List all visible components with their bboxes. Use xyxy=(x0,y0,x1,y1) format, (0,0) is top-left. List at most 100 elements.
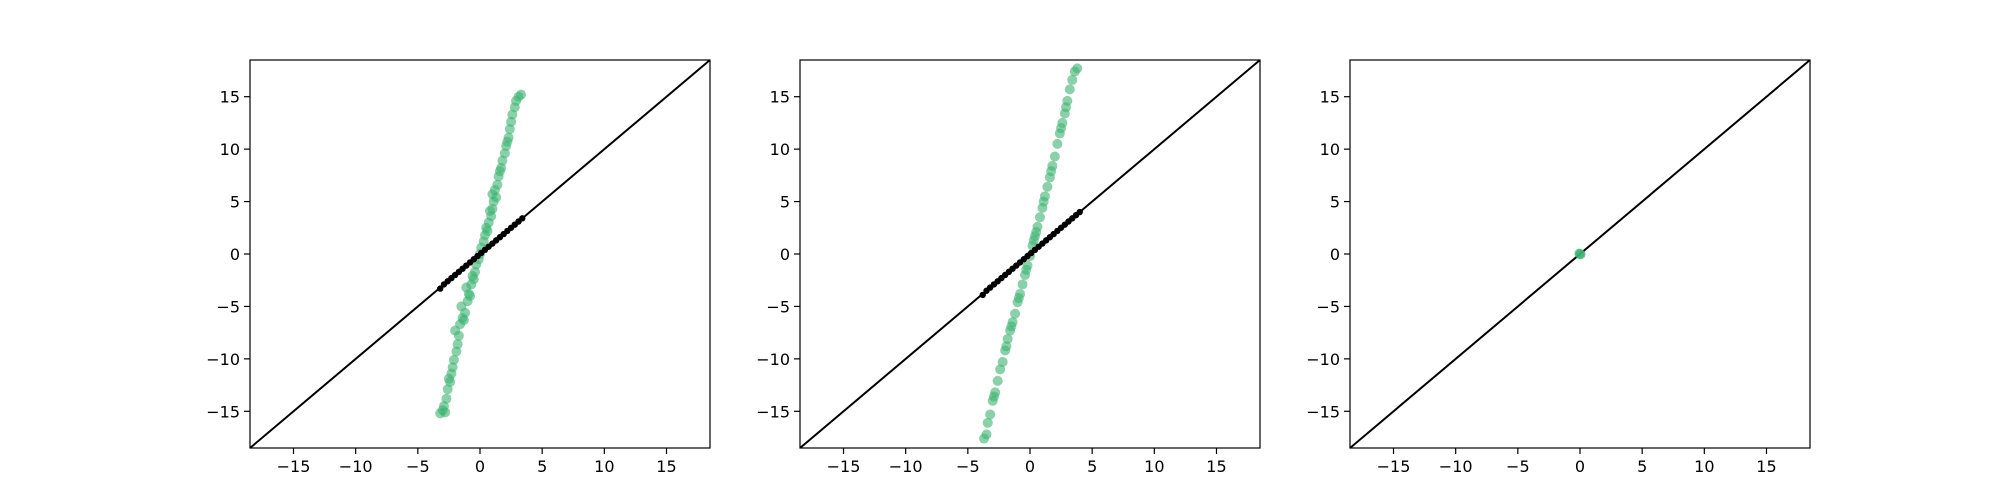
chart-panel-2: −15 −10 −5 0 5 10 15 −15 −10 −5 0 5 10 15 xyxy=(756,59,1261,476)
x-tick-label: −10 xyxy=(889,457,923,476)
x-tick-label: 10 xyxy=(1694,457,1714,476)
x-tick-label: −10 xyxy=(1439,457,1473,476)
data-point xyxy=(988,391,999,402)
data-point xyxy=(979,291,986,299)
data-point xyxy=(992,375,1003,386)
data-point xyxy=(1034,212,1045,223)
x-tick-label: 0 xyxy=(1575,457,1585,476)
data-point xyxy=(516,89,527,100)
data-point xyxy=(1028,235,1039,246)
data-point xyxy=(452,339,463,350)
data-point xyxy=(519,215,526,222)
series-1 xyxy=(435,89,527,419)
data-point xyxy=(491,192,502,203)
data-point xyxy=(997,357,1008,368)
y-tick-label: −10 xyxy=(756,350,790,369)
x-tick-label: −5 xyxy=(406,457,430,476)
data-point xyxy=(502,136,513,147)
x-tick-label: 10 xyxy=(1144,457,1164,476)
data-point xyxy=(985,409,996,420)
data-point xyxy=(1042,181,1053,192)
data-point xyxy=(1038,196,1049,207)
y-tick-label: 10 xyxy=(770,140,790,159)
x-tick-label: 5 xyxy=(1087,457,1097,476)
data-point xyxy=(499,148,510,159)
x-tick-label: 15 xyxy=(1756,457,1776,476)
y-tick-label: 5 xyxy=(1330,193,1340,212)
data-point xyxy=(448,354,459,365)
series-2 xyxy=(979,208,1083,299)
data-point xyxy=(1002,333,1013,344)
y-tick-label: 5 xyxy=(780,193,790,212)
y-tick-label: 15 xyxy=(770,88,790,107)
x-tick-label: 0 xyxy=(475,457,485,476)
data-point xyxy=(504,124,515,135)
y-tick-label: 15 xyxy=(1320,88,1340,107)
x-tick-label: 15 xyxy=(656,457,676,476)
data-point xyxy=(506,116,517,127)
data-point xyxy=(1076,208,1083,216)
data-point xyxy=(492,179,503,190)
series-1 xyxy=(1574,248,1586,260)
data-point xyxy=(1001,341,1012,352)
data-point xyxy=(484,206,495,217)
data-point xyxy=(494,166,505,177)
chart-panel-1: −15 −10 −5 0 5 10 15 −15 −10 −5 0 5 10 15 xyxy=(206,59,711,476)
data-point xyxy=(437,285,444,292)
data-point xyxy=(1064,84,1075,95)
data-point xyxy=(451,346,462,357)
data-point xyxy=(443,373,454,384)
x-tick-label: −10 xyxy=(339,457,373,476)
data-point xyxy=(465,290,476,301)
x-tick-label: −15 xyxy=(1377,457,1411,476)
data-layer xyxy=(250,60,710,448)
y-tick-label: 10 xyxy=(220,140,240,159)
x-tick-label: 0 xyxy=(1025,457,1035,476)
data-point xyxy=(981,429,992,440)
x-tick-label: −15 xyxy=(827,457,861,476)
y-tick-label: −15 xyxy=(206,402,240,421)
data-point xyxy=(441,393,452,404)
data-point xyxy=(447,362,458,373)
x-tick-label: −5 xyxy=(1506,457,1530,476)
y-tick-label: 0 xyxy=(230,245,240,264)
x-tick-label: 5 xyxy=(1637,457,1647,476)
data-point xyxy=(1061,102,1072,113)
series-2 xyxy=(437,215,526,292)
data-layer xyxy=(1350,60,1810,448)
y-tick-label: −10 xyxy=(1306,350,1340,369)
series-1 xyxy=(979,63,1083,444)
y-tick-label: −15 xyxy=(756,402,790,421)
y-tick-label: −5 xyxy=(216,297,240,316)
chart-panels: −15 −10 −5 0 5 10 15 −15 −10 −5 0 5 10 15 −15 −10 −5 0 5 10… xyxy=(206,59,1811,476)
data-point xyxy=(453,330,464,341)
data-point xyxy=(1021,264,1032,275)
y-tick-label: −5 xyxy=(1316,297,1340,316)
data-point xyxy=(1052,138,1063,149)
x-tick-label: 10 xyxy=(594,457,614,476)
data-point xyxy=(1046,166,1057,177)
y-tick-label: 10 xyxy=(1320,140,1340,159)
y-tick-label: 0 xyxy=(780,245,790,264)
x-tick-label: 15 xyxy=(1206,457,1226,476)
data-point xyxy=(1031,226,1042,237)
data-point xyxy=(1006,321,1017,332)
data-point xyxy=(982,417,993,428)
x-tick-label: 5 xyxy=(537,457,547,476)
x-tick-label: −5 xyxy=(956,457,980,476)
y-tick-label: 0 xyxy=(1330,245,1340,264)
y-tick-label: −5 xyxy=(766,297,790,316)
data-point xyxy=(1067,74,1078,85)
y-tick-label: −10 xyxy=(206,350,240,369)
data-point xyxy=(470,266,481,277)
y-tick-label: 5 xyxy=(230,193,240,212)
data-point xyxy=(1056,123,1067,134)
data-point xyxy=(1017,279,1028,290)
data-point xyxy=(458,315,469,326)
data-point xyxy=(1010,308,1021,319)
y-tick-label: −15 xyxy=(1306,402,1340,421)
data-point xyxy=(1049,151,1060,162)
data-point xyxy=(468,274,479,285)
chart-panel-3: −15 −10 −5 0 5 10 15 −15 −10 −5 0 5 10 15 xyxy=(1306,59,1811,476)
